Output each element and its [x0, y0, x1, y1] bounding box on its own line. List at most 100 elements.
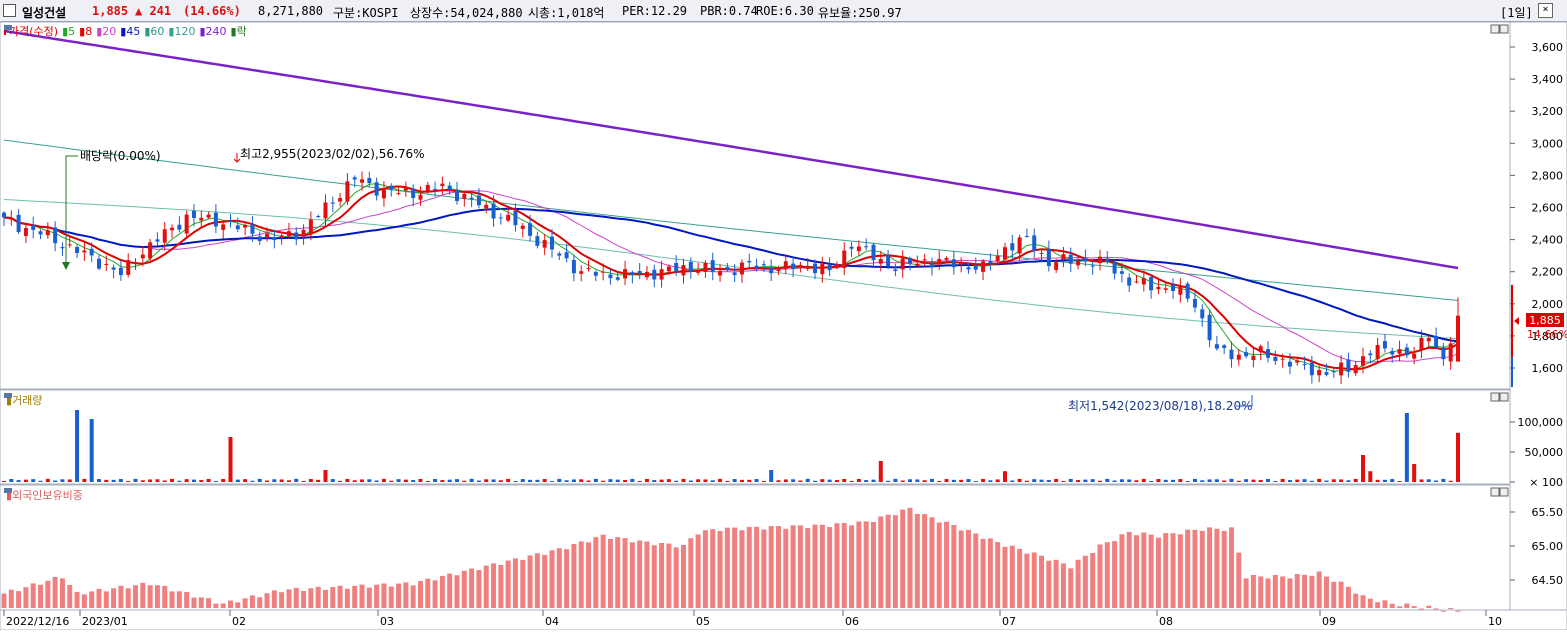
- foreign-bar[interactable]: [512, 558, 518, 608]
- candle-body[interactable]: [272, 237, 277, 241]
- foreign-bar[interactable]: [856, 521, 862, 608]
- foreign-bar[interactable]: [293, 587, 299, 608]
- candle-body[interactable]: [761, 264, 766, 266]
- volume-bar[interactable]: [257, 478, 262, 482]
- candle-body[interactable]: [1419, 337, 1424, 350]
- candle-body[interactable]: [878, 259, 883, 264]
- maximize-icon[interactable]: [1499, 392, 1509, 402]
- candle-body[interactable]: [155, 239, 160, 242]
- maximize-icon[interactable]: [1499, 487, 1509, 497]
- candle-body[interactable]: [1236, 354, 1241, 360]
- volume-bar[interactable]: [988, 480, 993, 482]
- candle-body[interactable]: [608, 274, 613, 279]
- volume-bar[interactable]: [1010, 480, 1015, 482]
- volume-bar[interactable]: [265, 480, 270, 482]
- candle-body[interactable]: [1302, 364, 1307, 366]
- foreign-bar[interactable]: [900, 509, 906, 608]
- candle-body[interactable]: [104, 263, 109, 265]
- volume-bar[interactable]: [1258, 480, 1263, 482]
- volume-bar[interactable]: [360, 479, 365, 482]
- volume-bar[interactable]: [944, 479, 949, 482]
- foreign-bar[interactable]: [206, 598, 212, 608]
- foreign-bar[interactable]: [111, 588, 117, 608]
- foreign-bar[interactable]: [564, 549, 570, 608]
- foreign-bar[interactable]: [1309, 575, 1315, 608]
- volume-bar[interactable]: [1251, 479, 1256, 482]
- candle-body[interactable]: [579, 271, 584, 274]
- candle-body[interactable]: [345, 181, 350, 202]
- candle-body[interactable]: [820, 263, 825, 275]
- volume-bar[interactable]: [776, 480, 781, 482]
- volume-bar[interactable]: [1397, 481, 1402, 482]
- candle-body[interactable]: [688, 261, 693, 272]
- volume-bar[interactable]: [1076, 480, 1081, 482]
- volume-bar[interactable]: [1287, 480, 1292, 482]
- volume-bar[interactable]: [1273, 481, 1278, 482]
- foreign-bar[interactable]: [447, 573, 453, 608]
- volume-bar[interactable]: [615, 479, 620, 482]
- foreign-bar[interactable]: [1345, 586, 1351, 608]
- volume-bar[interactable]: [783, 479, 788, 482]
- volume-bar[interactable]: [747, 479, 752, 482]
- volume-bar[interactable]: [96, 479, 101, 482]
- foreign-bar[interactable]: [827, 527, 833, 608]
- foreign-bar[interactable]: [1440, 610, 1446, 612]
- foreign-bar[interactable]: [461, 570, 467, 608]
- volume-bar[interactable]: [1448, 480, 1453, 482]
- foreign-bar[interactable]: [870, 521, 876, 608]
- volume-bar[interactable]: [842, 478, 847, 482]
- foreign-bar[interactable]: [797, 525, 803, 608]
- volume-bar[interactable]: [725, 481, 730, 482]
- candle-body[interactable]: [1426, 337, 1431, 342]
- foreign-bar[interactable]: [1141, 532, 1147, 608]
- volume-bar[interactable]: [995, 479, 1000, 482]
- volume-bar[interactable]: [1412, 464, 1417, 482]
- foreign-bar[interactable]: [308, 588, 314, 608]
- candle-body[interactable]: [1083, 257, 1088, 262]
- candle-body[interactable]: [908, 257, 913, 264]
- candle-body[interactable]: [162, 229, 167, 243]
- candle-body[interactable]: [338, 198, 343, 202]
- volume-bar[interactable]: [1266, 478, 1271, 482]
- candle-body[interactable]: [476, 195, 481, 206]
- foreign-bar[interactable]: [1258, 576, 1264, 608]
- foreign-bar[interactable]: [169, 591, 175, 608]
- foreign-bar[interactable]: [600, 534, 606, 608]
- foreign-bar[interactable]: [59, 578, 65, 608]
- volume-bar[interactable]: [1149, 481, 1154, 482]
- candle-body[interactable]: [1251, 355, 1256, 361]
- volume-bar[interactable]: [440, 480, 445, 482]
- foreign-bar[interactable]: [1112, 541, 1118, 608]
- foreign-bar[interactable]: [629, 542, 635, 608]
- volume-bar[interactable]: [1375, 479, 1380, 482]
- volume-bar[interactable]: [1404, 413, 1409, 482]
- foreign-bar[interactable]: [688, 538, 694, 608]
- candle-body[interactable]: [323, 202, 328, 219]
- minimize-icon[interactable]: [1490, 24, 1500, 34]
- select-checkbox[interactable]: [3, 4, 16, 17]
- volume-bar[interactable]: [966, 479, 971, 482]
- foreign-bar[interactable]: [1199, 530, 1205, 608]
- volume-bar[interactable]: [732, 479, 737, 482]
- volume-bar[interactable]: [1039, 479, 1044, 482]
- foreign-bar[interactable]: [1228, 527, 1234, 608]
- minimize-icon[interactable]: [1490, 487, 1500, 497]
- volume-bar[interactable]: [184, 479, 189, 482]
- candle-body[interactable]: [593, 271, 598, 276]
- volume-bar[interactable]: [1434, 480, 1439, 482]
- foreign-bar[interactable]: [761, 529, 767, 608]
- foreign-bar[interactable]: [922, 514, 928, 608]
- candle-body[interactable]: [922, 259, 927, 261]
- volume-bar[interactable]: [973, 481, 978, 482]
- candle-body[interactable]: [1214, 344, 1219, 349]
- maximize-icon[interactable]: [1499, 24, 1509, 34]
- volume-bar[interactable]: [462, 480, 467, 482]
- volume-bar[interactable]: [447, 479, 452, 482]
- volume-bar[interactable]: [564, 480, 569, 482]
- candle-body[interactable]: [235, 225, 240, 230]
- foreign-bar[interactable]: [710, 529, 716, 608]
- candle-body[interactable]: [1068, 254, 1073, 264]
- candle-body[interactable]: [484, 204, 489, 209]
- foreign-bar[interactable]: [958, 530, 964, 608]
- candle-body[interactable]: [1309, 362, 1314, 376]
